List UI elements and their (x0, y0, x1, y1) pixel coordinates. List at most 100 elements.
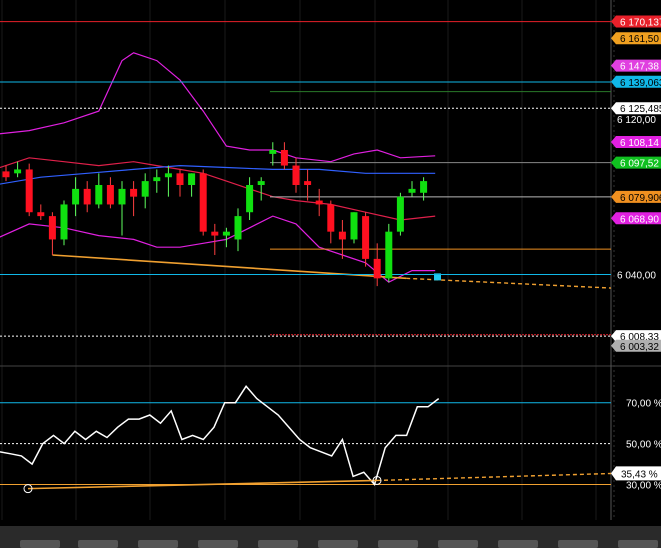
candle-body (280, 150, 288, 166)
oscillator-line (0, 385, 440, 487)
candle-body (373, 258, 381, 279)
oscillator-tick-label: 30,00 % (626, 481, 661, 492)
price-tag-label: 6 003,32 (620, 342, 659, 353)
candle-body (83, 188, 91, 205)
upper-band (0, 52, 436, 163)
candle-body (246, 185, 254, 213)
candle-body (338, 231, 346, 240)
middle-band (0, 157, 436, 221)
price-tag-bg (611, 190, 661, 203)
trendline-projection (406, 277, 612, 289)
price-tag: 6 108,14 (611, 136, 661, 149)
candle-body (176, 173, 184, 185)
candle-body (14, 169, 22, 174)
candle-body (48, 216, 56, 240)
oscillator-value-label: 35,43 % (621, 469, 658, 480)
price-tag-label: 6 108,14 (620, 138, 659, 149)
candle-body (141, 181, 149, 197)
moving-average (0, 164, 436, 185)
candle-body (269, 150, 277, 154)
price-tag-label: 6 125,485 (620, 104, 661, 115)
price-tag-label: 6 097,52 (620, 159, 659, 170)
candle-body (153, 177, 161, 182)
price-tick-label: 6 120,00 (617, 115, 656, 126)
price-tag-bg (611, 136, 661, 149)
candle-body (257, 181, 265, 185)
price-tag: 6 097,52 (611, 156, 661, 170)
price-tag-bg (611, 15, 661, 28)
price-tag-label: 6 079,906 (620, 193, 661, 204)
oscillator-value-tag: 35,43 % (611, 466, 661, 481)
price-tag-label: 6 161,50 (620, 34, 659, 45)
price-tag: 6 125,485 (611, 102, 661, 115)
scrollbar-segment (618, 540, 658, 548)
price-tag-bg (611, 102, 661, 115)
price-tag: 6 068,90 (611, 212, 661, 225)
candle-body (292, 165, 300, 185)
price-tag-bg (611, 32, 661, 45)
scrollbar-segment (558, 540, 598, 548)
candle-body (72, 188, 80, 205)
candle-body (327, 204, 335, 232)
candle-body (130, 188, 138, 197)
oscillator-value-bg (611, 466, 661, 481)
price-tag-bg (611, 59, 661, 72)
scrollbar-segment (438, 540, 478, 548)
candle-body (396, 196, 404, 232)
oscillator-tick-label: 50,00 % (626, 440, 661, 451)
scrollbar-segment (378, 540, 418, 548)
price-tag-label: 6 147,38 (620, 62, 659, 73)
anchor-point (23, 484, 33, 494)
scrollbar-segment (498, 540, 538, 548)
price-tag-label: 6 139,063 (620, 78, 661, 89)
scrollbar-segment (78, 540, 118, 548)
candle-body (106, 185, 114, 205)
price-tag-bg (611, 212, 661, 225)
oscillator-tick-label: 70,00 % (626, 399, 661, 410)
candle-body (95, 185, 103, 205)
scrollbar-segment (198, 540, 238, 548)
candle-body (385, 231, 393, 279)
candle-body (222, 231, 230, 236)
candle-body (211, 231, 219, 236)
candle-body (25, 169, 33, 213)
price-tag: 6 008,33 (611, 330, 661, 343)
candle-body (37, 212, 45, 217)
price-tag-bg (611, 339, 661, 352)
price-tag: 6 139,063 (611, 75, 661, 89)
price-tag-label: 6 008,33 (620, 332, 659, 343)
price-tag: 6 003,32 (611, 339, 661, 353)
candle-body (420, 181, 428, 193)
price-tag-bg (611, 156, 661, 169)
scrollbar-segment (138, 540, 178, 548)
price-tag: 6 147,38 (611, 59, 661, 73)
scrollbar-segment (318, 540, 358, 548)
price-tags: 6 120,00 6 040,00 6 170,137 6 161,50 6 147,3… (611, 15, 661, 353)
price-tag: 6 170,137 (611, 15, 661, 28)
oscillator-panel: 70,00 % 50,00 % 30,00 %35,43 % (0, 385, 661, 494)
candle-body (315, 200, 323, 205)
candle-body (188, 173, 196, 185)
price-tag: 6 161,50 (611, 32, 661, 45)
candle-body (350, 212, 358, 240)
candle-body (2, 171, 10, 178)
level-marker (434, 273, 441, 281)
price-tag-bg (611, 330, 661, 343)
price-tag: 6 079,906 (611, 190, 661, 204)
oscillator-trendline (27, 479, 378, 490)
grid-lines (0, 0, 661, 520)
candle-body (164, 173, 172, 178)
price-tag-label: 6 170,137 (620, 17, 661, 28)
candle-body (60, 204, 68, 240)
horizontal-levels (0, 21, 611, 337)
candlestick-series (2, 142, 428, 287)
anchor-point (372, 475, 382, 485)
candle-body (234, 216, 242, 240)
price-tick-label: 6 040,00 (617, 270, 656, 281)
time-scrollbar[interactable] (0, 526, 661, 548)
candle-body (408, 188, 416, 193)
candle-body (199, 173, 207, 232)
candle-body (118, 188, 126, 205)
price-tag-bg (611, 75, 661, 88)
